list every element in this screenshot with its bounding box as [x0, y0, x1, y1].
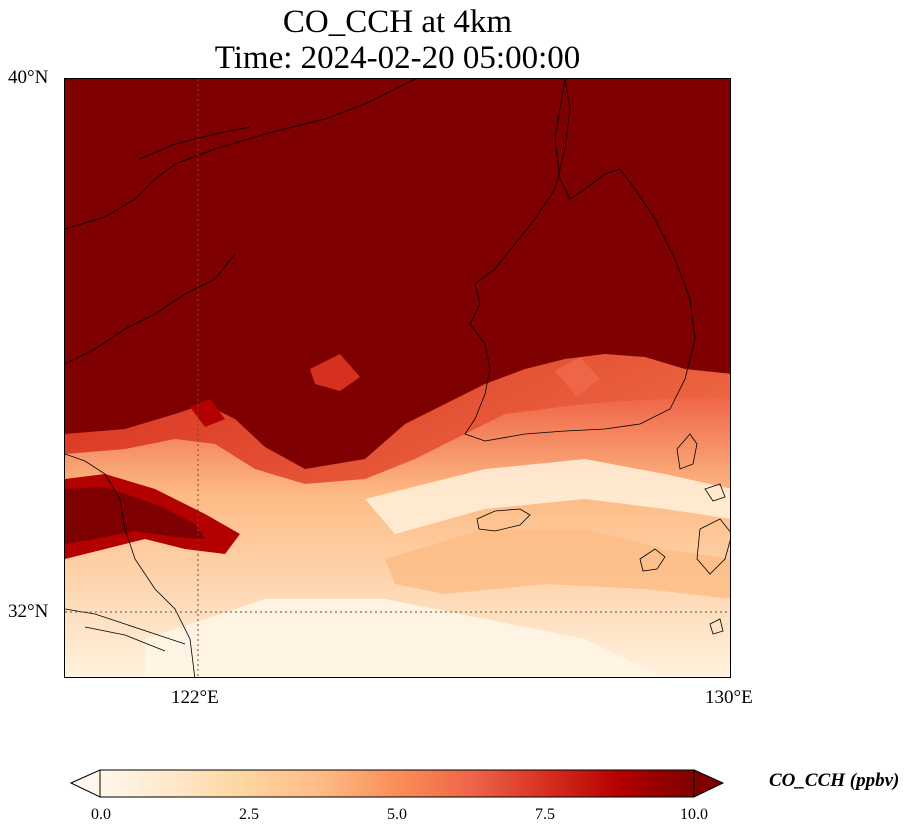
colorbar-extend-max [693, 769, 725, 798]
map-subtitle-time: Time: 2024-02-20 05:00:00 [214, 40, 581, 76]
colorbar-tick-label: 5.0 [387, 806, 407, 823]
coastlines [65, 79, 730, 677]
patch [310, 354, 360, 391]
lat-tick-label: 40°N [8, 67, 49, 88]
patch [190, 399, 225, 427]
map-plot-area [64, 78, 731, 678]
colorbar-extend-min [70, 769, 101, 798]
patch [555, 357, 600, 397]
map-title: CO_CCH at 4km [282, 4, 513, 40]
pale-streak [145, 599, 661, 677]
colorbar-tick-label: 10.0 [680, 806, 708, 823]
dark-red-tongue-core [65, 487, 205, 544]
lon-tick-label: 130°E [705, 687, 753, 708]
colorbar-tick-label: 2.5 [239, 806, 259, 823]
colorbar [70, 769, 725, 798]
colorbar-label: CO_CCH (ppbv) [769, 770, 900, 791]
concentration-field [65, 79, 730, 677]
lon-tick-label: 122°E [171, 687, 219, 708]
colorbar-tick-label: 0.0 [91, 806, 111, 823]
pale-streak [365, 459, 730, 534]
lat-tick-label: 32°N [8, 601, 49, 622]
colorbar-ramp [99, 769, 695, 798]
colorbar-tick-label: 7.5 [535, 806, 555, 823]
orange-streak [385, 529, 730, 599]
